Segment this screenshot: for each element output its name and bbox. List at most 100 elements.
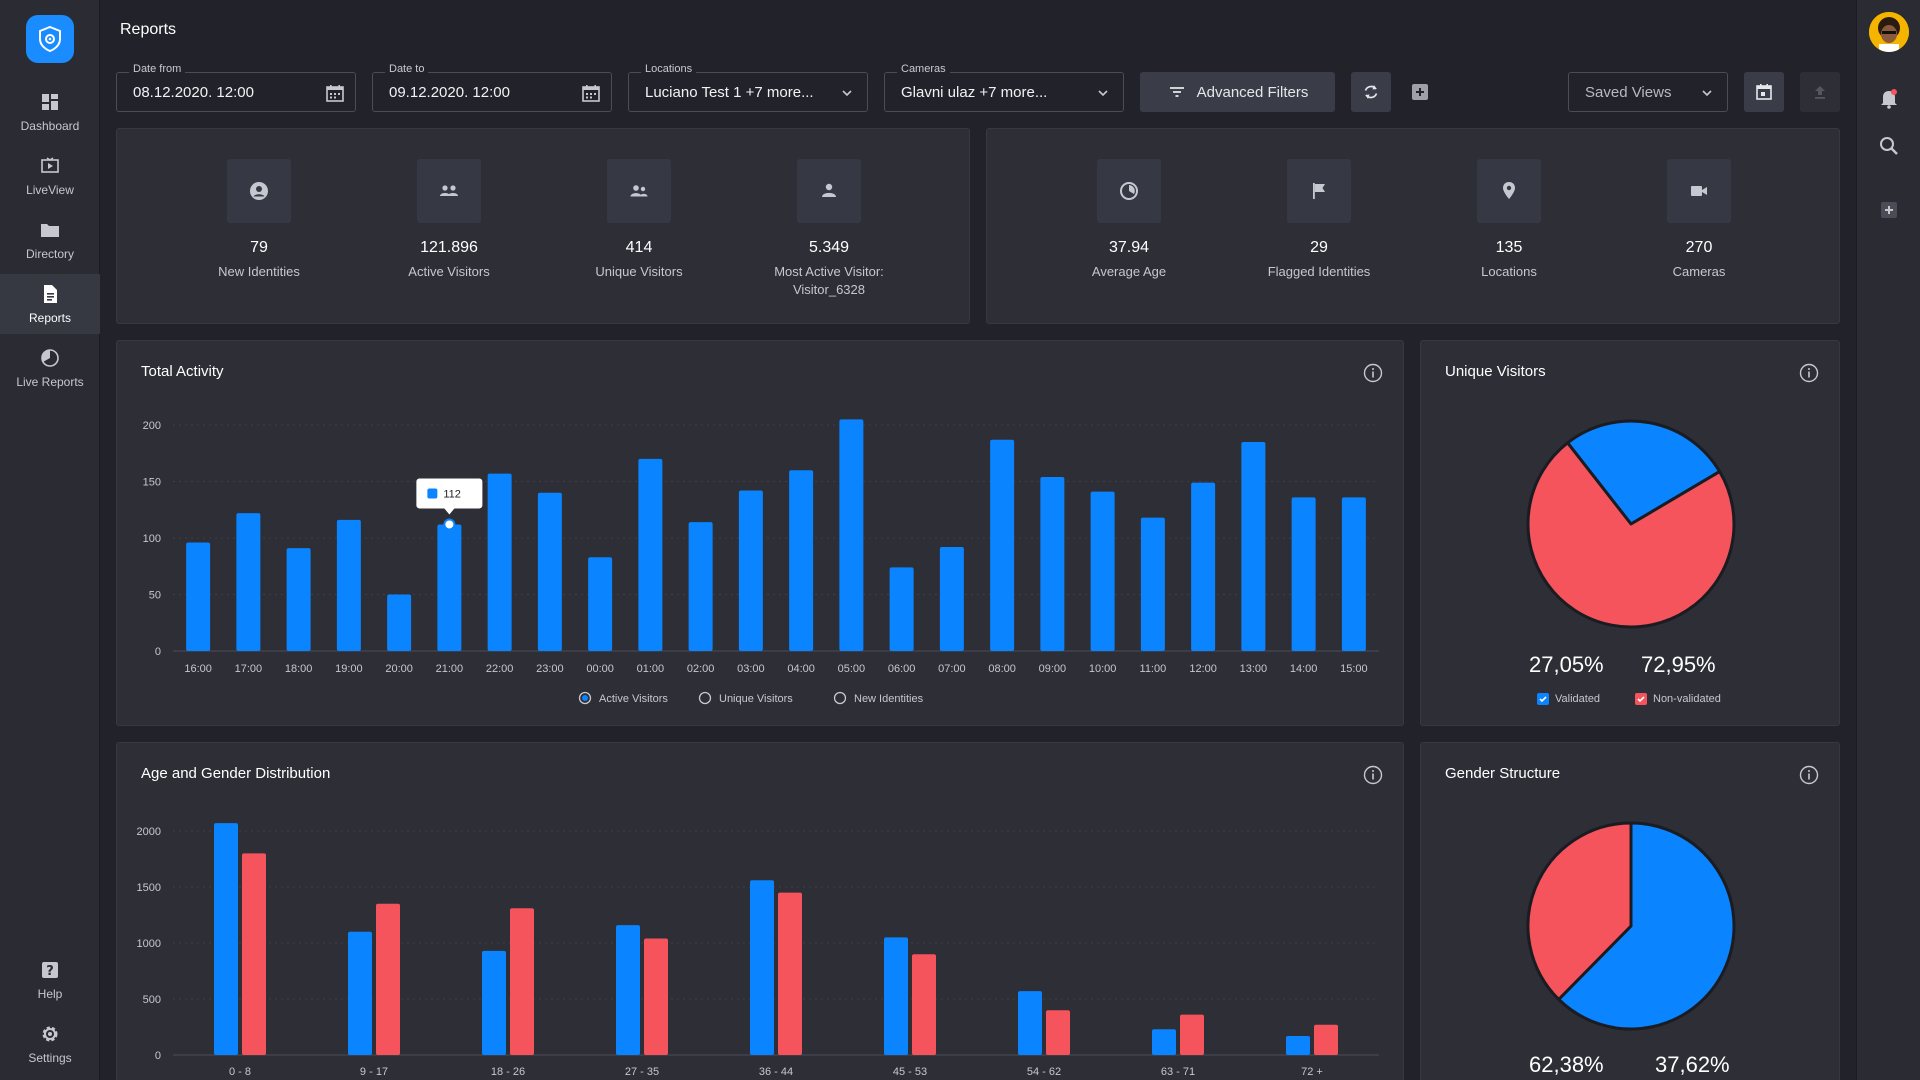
y-tick-label: 200 — [143, 420, 161, 432]
sidebar-item-label: Live Reports — [16, 375, 84, 389]
document-icon — [44, 285, 57, 303]
x-tick-label: 21:00 — [436, 663, 464, 675]
x-tick-label: 45 - 53 — [893, 1066, 927, 1078]
bar-active-visitors — [1191, 482, 1216, 651]
folder-icon — [41, 224, 59, 237]
info-icon[interactable] — [1363, 363, 1383, 383]
stat-label: Most Active Visitor: — [774, 264, 884, 279]
group-icon — [440, 185, 458, 196]
help-icon: ? — [42, 962, 58, 979]
sidebar-item-label: Dashboard — [20, 119, 80, 133]
sidebar-item-label: Settings — [28, 1051, 72, 1065]
tooltip-value: 112 — [443, 488, 461, 500]
stat-icon-box — [227, 159, 291, 223]
locations-value: Luciano Test 1 +7 more... — [645, 84, 814, 101]
bar-active-visitors — [387, 594, 412, 651]
bar-series-2 — [1314, 1024, 1338, 1055]
info-icon[interactable] — [1363, 765, 1383, 785]
date-from-label: Date from — [129, 63, 186, 75]
x-tick-label: 01:00 — [637, 663, 665, 675]
sidebar-item-label: Help — [37, 987, 63, 1001]
stat-most-active-visitor: 5.349 Most Active Visitor: Visitor_6328 — [734, 129, 924, 299]
total-activity-chart: 0 50 100 150 200 16:00 17:00 18:00 19:00 20:00 21:… — [143, 419, 1379, 705]
chevron-down-icon — [1098, 90, 1108, 97]
x-tick-label: 19:00 — [335, 663, 363, 675]
x-tick-label: 22:00 — [486, 663, 514, 675]
x-tick-label: 06:00 — [888, 663, 916, 675]
sidebar-item-help[interactable]: ? Help — [0, 950, 100, 1010]
bar-active-visitors — [1040, 476, 1065, 651]
refresh-button[interactable] — [1351, 72, 1391, 112]
user-avatar-icon — [1869, 12, 1909, 52]
bar-active-visitors — [437, 524, 462, 651]
tooltip-swatch — [427, 488, 438, 499]
saved-views-select[interactable]: Saved Views — [1568, 72, 1728, 112]
calendar-icon — [1756, 84, 1772, 100]
upload-icon — [1815, 86, 1825, 99]
add-button[interactable] — [1400, 72, 1440, 112]
bar-series-2 — [778, 892, 802, 1055]
sidebar-item-label: LiveView — [26, 183, 74, 197]
calendar-icon[interactable] — [581, 83, 601, 103]
avatar[interactable] — [1869, 12, 1909, 52]
stat-label: New Identities — [218, 264, 300, 279]
stat-cameras: 270 Cameras — [1604, 129, 1794, 281]
y-tick-label: 0 — [155, 1050, 161, 1062]
add-widget-icon[interactable] — [1877, 198, 1901, 222]
bar-active-visitors — [789, 470, 814, 651]
x-tick-label: 08:00 — [988, 663, 1016, 675]
app-logo[interactable] — [26, 15, 74, 63]
bar-active-visitors — [889, 567, 914, 651]
export-button[interactable] — [1800, 72, 1840, 112]
svg-text:?: ? — [46, 964, 54, 979]
x-tick-label: 9 - 17 — [360, 1066, 388, 1078]
date-from-field[interactable]: Date from 08.12.2020. 12:00 — [116, 63, 356, 112]
search-icon[interactable] — [1877, 134, 1901, 158]
info-icon[interactable] — [1799, 363, 1819, 383]
total-activity-card: Total Activity 0 50 100 150 200 16:00 17:00 18:… — [116, 340, 1404, 726]
sidebar-item-live-reports[interactable]: Live Reports — [0, 338, 100, 398]
sidebar-item-liveview[interactable]: LiveView — [0, 146, 100, 206]
advanced-filters-button[interactable]: Advanced Filters — [1140, 72, 1335, 112]
bar-active-visitors — [186, 542, 211, 651]
total-activity-title: Total Activity — [141, 363, 224, 380]
bar-active-visitors — [537, 492, 562, 651]
bell-icon[interactable] — [1877, 86, 1901, 110]
stat-flagged-identities: 29 Flagged Identities — [1224, 129, 1414, 281]
sidebar-item-directory[interactable]: Directory — [0, 210, 100, 270]
bar-active-visitors — [839, 419, 864, 651]
page-title: Reports — [120, 21, 177, 38]
locations-label: Locations — [641, 63, 697, 75]
gear-icon — [42, 1026, 58, 1042]
sidebar-item-dashboard[interactable]: Dashboard — [0, 82, 100, 142]
stat-icon-box — [417, 159, 481, 223]
sidebar-item-settings[interactable]: Settings — [0, 1014, 100, 1074]
legend-nonvalidated[interactable]: Non-validated — [1635, 693, 1721, 705]
right-rail — [1856, 0, 1920, 1080]
date-to-field[interactable]: Date to 09.12.2020. 12:00 — [372, 63, 612, 112]
x-tick-label: 63 - 71 — [1161, 1066, 1195, 1078]
x-tick-label: 15:00 — [1340, 663, 1368, 675]
stat-label: Locations — [1481, 264, 1537, 279]
locations-select[interactable]: Locations Luciano Test 1 +7 more... — [628, 63, 868, 112]
legend-validated[interactable]: Validated — [1537, 693, 1600, 705]
bar-active-visitors — [638, 458, 663, 651]
stat-value: 5.349 — [808, 239, 850, 256]
cameras-select[interactable]: Cameras Glavni ulaz +7 more... — [884, 63, 1124, 112]
info-icon[interactable] — [1799, 765, 1819, 785]
video-camera-icon — [1691, 186, 1707, 196]
x-tick-label: 07:00 — [938, 663, 966, 675]
x-tick-label: 54 - 62 — [1027, 1066, 1061, 1078]
filter-icon — [1169, 87, 1184, 97]
calendar-view-button[interactable] — [1744, 72, 1784, 112]
bar-active-visitors — [990, 439, 1015, 651]
sidebar-item-reports[interactable]: Reports — [0, 274, 100, 334]
tooltip: 112 — [416, 478, 483, 515]
advanced-filters-label: Advanced Filters — [1196, 83, 1309, 101]
most-active-visitor-name[interactable]: Visitor_6328 — [792, 282, 866, 297]
stat-new-identities: 79 New Identities — [164, 129, 354, 281]
bar-series-2 — [644, 938, 668, 1055]
dashboard-icon — [42, 94, 58, 110]
x-tick-label: 17:00 — [235, 663, 263, 675]
calendar-icon[interactable] — [325, 83, 345, 103]
